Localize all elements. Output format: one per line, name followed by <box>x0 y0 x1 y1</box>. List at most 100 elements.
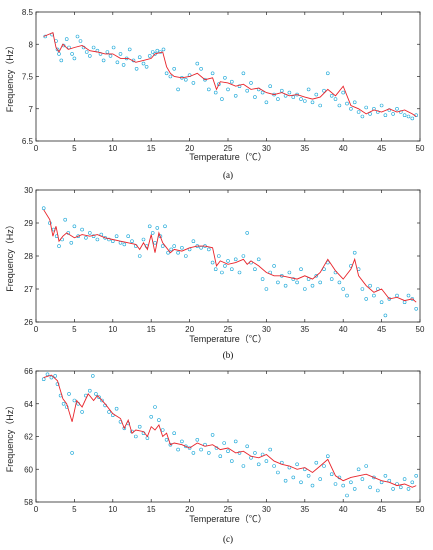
data-point <box>220 97 224 101</box>
plot-frame <box>35 370 421 503</box>
data-point <box>80 227 84 232</box>
y-tick-label: 7.5 <box>22 73 34 82</box>
data-point <box>364 297 369 301</box>
y-tick-label: 60 <box>24 465 33 474</box>
data-point <box>302 287 307 291</box>
plot-frame <box>35 11 421 142</box>
data-point <box>360 477 365 481</box>
data-point <box>241 71 246 76</box>
x-tick-label: 5 <box>72 505 77 514</box>
data-point <box>168 442 173 447</box>
data-point <box>78 39 83 43</box>
x-tick-label: 20 <box>185 144 194 153</box>
data-point <box>302 99 307 103</box>
data-point <box>264 287 269 291</box>
data-point <box>155 226 160 230</box>
data-point <box>91 374 95 378</box>
fitted-line <box>43 31 417 117</box>
x-axis-label: Temperature（℃） <box>189 514 267 524</box>
data-point <box>310 100 315 105</box>
data-point <box>329 277 334 281</box>
data-point <box>253 267 257 272</box>
x-tick-label: 30 <box>262 144 271 153</box>
x-tick-label: 5 <box>72 325 77 334</box>
data-point <box>210 260 215 265</box>
data-point <box>291 277 296 281</box>
data-point <box>226 259 230 263</box>
data-point <box>368 283 372 288</box>
x-tick-label: 25 <box>224 325 233 334</box>
data-point <box>341 90 346 95</box>
x-tick-label: 30 <box>262 325 271 334</box>
data-point <box>191 81 196 85</box>
data-point <box>241 254 246 258</box>
data-point <box>76 234 80 238</box>
data-point <box>187 446 192 450</box>
data-point <box>391 112 395 116</box>
x-tick-label: 0 <box>34 144 39 153</box>
panel-label: (b) <box>223 350 234 360</box>
panel-0: 0 5 10 15 20 25 30 35 40 45 50 6.5 7 7.5 8 8.5 Temperatu… <box>5 8 425 180</box>
data-point <box>341 287 346 291</box>
x-tick-label: 5 <box>72 144 77 153</box>
data-point <box>137 254 142 258</box>
data-point <box>114 406 119 411</box>
y-tick-label: 30 <box>24 186 33 195</box>
data-point <box>195 437 200 442</box>
x-tick-label: 20 <box>185 325 194 334</box>
y-axis-label: Frequency（Hz） <box>5 401 15 473</box>
x-tick-label: 35 <box>300 325 309 334</box>
data-point <box>333 482 338 486</box>
data-point <box>395 107 399 111</box>
data-point <box>245 88 249 93</box>
data-point <box>207 87 211 92</box>
data-point <box>299 97 303 101</box>
data-point <box>345 493 349 498</box>
x-axis-label: Temperature（℃） <box>189 334 267 344</box>
data-point <box>207 451 211 455</box>
x-tick-label: 10 <box>108 144 117 153</box>
y-tick-label: 28 <box>24 252 33 261</box>
data-point <box>111 45 116 50</box>
data-point <box>260 277 265 281</box>
data-point <box>163 224 167 229</box>
data-point <box>55 382 60 386</box>
data-point <box>318 477 323 481</box>
data-point <box>137 424 142 429</box>
data-point <box>226 449 230 454</box>
data-point <box>352 100 357 105</box>
y-tick-label: 7 <box>29 105 34 114</box>
data-point <box>168 74 173 79</box>
data-point <box>91 45 96 50</box>
data-point <box>223 76 227 80</box>
data-point <box>241 464 246 468</box>
data-point <box>134 67 139 71</box>
data-point <box>94 392 98 396</box>
data-point <box>299 480 303 485</box>
data-point <box>72 398 77 403</box>
data-point <box>101 58 106 63</box>
x-tick-label: 35 <box>300 505 309 514</box>
data-point <box>226 87 230 92</box>
data-point <box>217 254 221 258</box>
data-point <box>410 116 415 121</box>
data-point <box>166 250 170 255</box>
data-point <box>314 92 319 97</box>
data-point <box>372 293 376 298</box>
data-point <box>253 451 257 455</box>
data-point <box>57 244 61 248</box>
data-point <box>150 231 155 235</box>
data-point <box>69 241 74 245</box>
data-point <box>230 79 234 84</box>
data-point <box>345 101 349 106</box>
data-point <box>172 431 176 436</box>
x-tick-label: 15 <box>147 505 156 514</box>
data-point <box>84 50 89 54</box>
data-point <box>276 97 280 101</box>
data-point <box>195 61 200 66</box>
data-point <box>325 454 330 459</box>
data-point <box>100 398 104 403</box>
data-point <box>199 67 203 71</box>
data-point <box>291 475 296 480</box>
data-point <box>233 257 238 262</box>
